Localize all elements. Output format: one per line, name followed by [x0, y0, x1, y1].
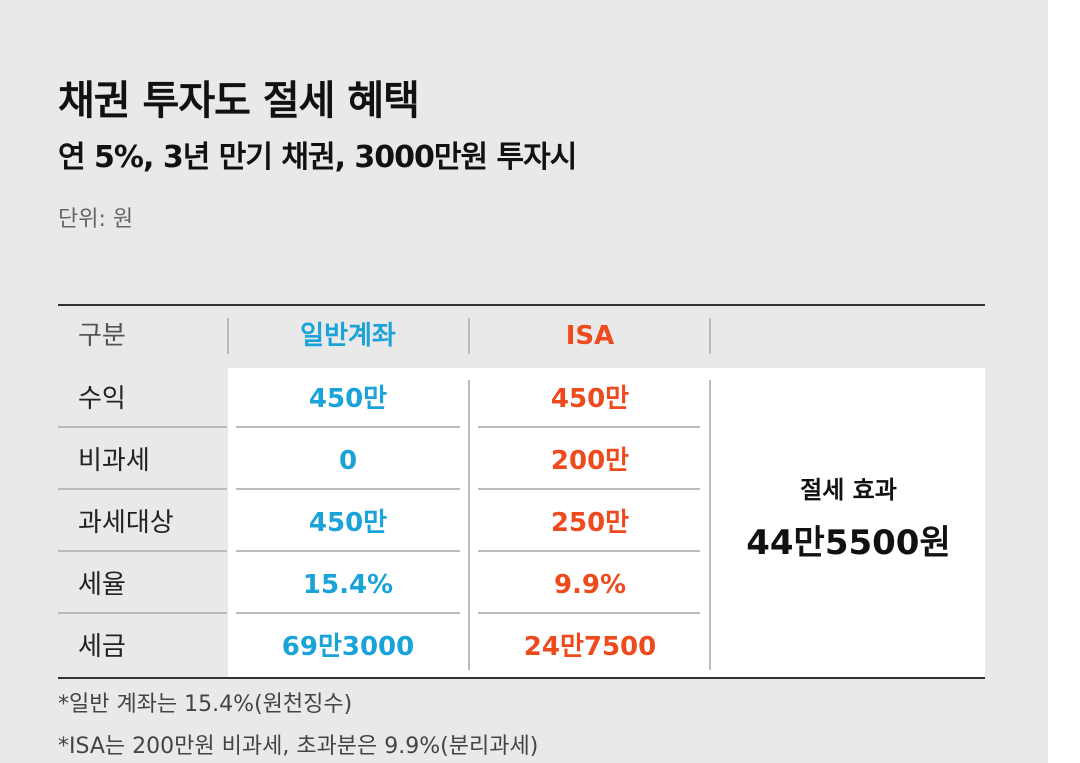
- row-rule: [478, 550, 700, 552]
- row-rule: [236, 550, 460, 552]
- header-cell: ISA: [565, 321, 615, 351]
- rule: [58, 304, 985, 306]
- cell: 250만: [550, 508, 630, 538]
- table-body: [228, 368, 985, 678]
- cell: 9.9%: [553, 570, 627, 600]
- cell: 200만: [550, 446, 630, 476]
- cell: 24만7500: [523, 632, 657, 662]
- row-rule: [478, 488, 700, 490]
- unit: 단위: 원: [58, 207, 134, 232]
- row-rule: [478, 426, 700, 428]
- row-rule: [236, 488, 460, 490]
- subtitle: 연 5%, 3년 만기 채권, 3000만원 투자시: [58, 140, 577, 175]
- cell: 450만: [308, 384, 388, 414]
- separator: [468, 380, 470, 670]
- rule: [58, 677, 985, 679]
- header-cell: 구분: [78, 321, 126, 351]
- cell: 450만: [550, 384, 630, 414]
- separator: [227, 318, 229, 354]
- row-rule: [236, 426, 460, 428]
- row-rule: [236, 612, 460, 614]
- footnote: *일반 계좌는 15.4%(원천징수): [58, 692, 353, 717]
- separator: [709, 318, 711, 354]
- effect-label: 절세 효과: [800, 476, 897, 504]
- row-rule: [58, 426, 227, 428]
- cell: 수익: [78, 384, 126, 414]
- footnote: *ISA는 200만원 비과세, 초과분은 9.9%(분리과세): [58, 734, 539, 759]
- row-rule: [58, 612, 227, 614]
- cell: 0: [338, 446, 358, 476]
- cell: 69만3000: [281, 632, 415, 662]
- separator: [468, 318, 470, 354]
- cell: 450만: [308, 508, 388, 538]
- header-cell: 일반계좌: [300, 321, 396, 351]
- separator: [709, 380, 711, 670]
- row-rule: [58, 550, 227, 552]
- cell: 15.4%: [302, 570, 394, 600]
- row-rule: [58, 488, 227, 490]
- row-rule: [478, 612, 700, 614]
- cell: 비과세: [78, 446, 150, 476]
- cell: 과세대상: [78, 508, 174, 538]
- cell: 세율: [78, 570, 126, 600]
- cell: 세금: [78, 632, 126, 662]
- effect-value: 44만5500원: [746, 523, 951, 563]
- title: 채권 투자도 절세 혜택: [58, 78, 420, 124]
